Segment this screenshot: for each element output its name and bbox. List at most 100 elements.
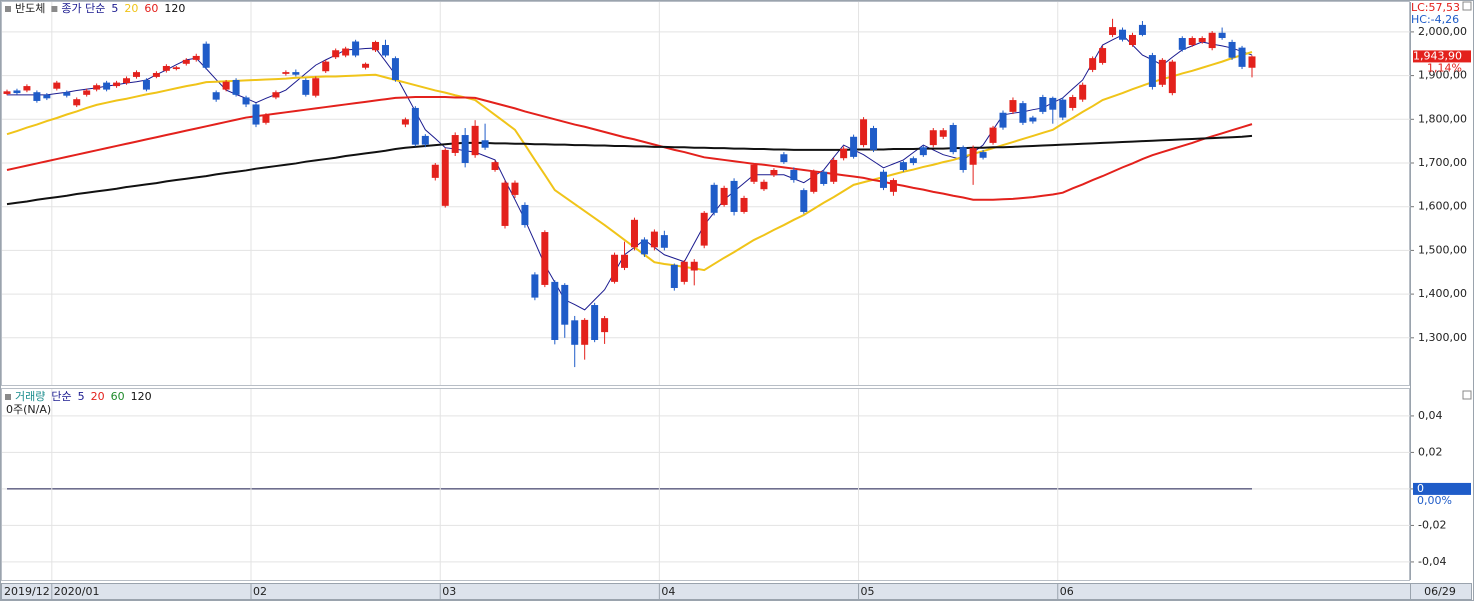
candle-body: [1069, 97, 1077, 108]
ma-label: 종가 단순: [61, 2, 105, 15]
y-tick-label: 1,700,00: [1418, 156, 1467, 169]
volume-note: 0주(N/A): [6, 403, 51, 416]
candle-body: [1079, 84, 1087, 100]
candle-body: [312, 78, 320, 96]
y-tick-label: 0,04: [1418, 409, 1443, 422]
candle-body: [690, 261, 698, 271]
legend-entry: 20: [91, 390, 105, 403]
last-date: 06/29: [1424, 585, 1456, 598]
candle-body: [461, 135, 469, 164]
candle-body: [561, 284, 569, 325]
x-tick-label: 2019/12: [4, 585, 50, 598]
candle-body: [1049, 97, 1057, 110]
last-volume-pct: 0,00%: [1417, 494, 1452, 507]
candle-body: [332, 50, 340, 58]
candle-body: [879, 171, 887, 188]
candle-body: [3, 91, 11, 94]
candle-body: [481, 140, 489, 148]
candle-body: [43, 94, 51, 99]
candle-body: [730, 180, 738, 212]
candle-body: [362, 63, 370, 68]
candle-body: [431, 164, 439, 178]
candle-body: [949, 124, 957, 153]
candle-body: [83, 90, 91, 95]
pane-close-icon[interactable]: [1462, 390, 1472, 400]
candle-body: [1198, 38, 1206, 42]
candle-body: [372, 41, 380, 51]
candle-body: [670, 264, 678, 288]
candle-body: [630, 219, 638, 248]
candle-body: [262, 114, 270, 123]
candle-body: [1009, 100, 1017, 112]
candle-body: [1109, 27, 1117, 35]
candle-body: [780, 154, 788, 163]
candle-body: [1039, 97, 1047, 112]
volume-pane: [1, 388, 1410, 581]
hc-label: HC:-4,26: [1411, 13, 1459, 26]
candle-body: [63, 92, 71, 96]
candle-body: [700, 212, 708, 246]
candle-body: [1128, 34, 1136, 46]
ma-line: [6, 51, 1253, 272]
candle-body: [252, 104, 260, 125]
y-tick-label: 2,000,00: [1418, 25, 1467, 38]
chart-title: 반도체: [15, 2, 45, 15]
candle-body: [182, 59, 190, 64]
candle-body: [720, 187, 728, 205]
x-tick-label: 03: [442, 585, 456, 598]
lc-label: LC:57,53: [1411, 1, 1460, 14]
x-tick-label: 2020/01: [54, 585, 100, 598]
candle-body: [123, 78, 131, 84]
candle-body: [132, 72, 140, 77]
candle-body: [650, 231, 658, 248]
pane-close-icon[interactable]: [1462, 1, 1472, 11]
y-tick-label: 0,02: [1418, 445, 1443, 458]
candle-body: [242, 97, 250, 105]
legend-entry: 120: [131, 390, 152, 403]
candle-body: [152, 72, 160, 77]
legend-entry: 5: [78, 390, 85, 403]
legend-entry: 5: [111, 2, 118, 15]
candle-body: [820, 171, 828, 184]
candle-body: [760, 181, 768, 190]
y-tick-label: 1,500,00: [1418, 243, 1467, 256]
candle-body: [521, 204, 529, 226]
candle-body: [581, 319, 589, 345]
candle-body: [511, 182, 519, 195]
y-tick-label: 1,600,00: [1418, 200, 1467, 213]
candle-body: [1168, 61, 1176, 94]
candle-body: [909, 158, 917, 164]
candle-body: [13, 90, 21, 94]
candle-body: [222, 81, 230, 90]
candle-body: [1148, 55, 1156, 87]
candle-body: [142, 79, 150, 90]
candle-body: [33, 92, 41, 101]
candle-body: [959, 147, 967, 170]
candle-body: [352, 41, 360, 56]
candle-body: [919, 147, 927, 156]
candle-body: [113, 82, 121, 87]
candle-body: [800, 190, 808, 212]
change-pct: 1,14%: [1427, 61, 1462, 74]
candle-body: [501, 182, 509, 226]
candle-body: [1138, 24, 1146, 35]
candle-body: [1248, 56, 1256, 68]
candle-body: [860, 119, 868, 146]
candle-body: [1119, 29, 1127, 40]
ma-line: [6, 134, 1253, 206]
candle-body: [710, 184, 718, 213]
legend-entry: 20: [124, 2, 138, 15]
legend-entry: 120: [164, 2, 185, 15]
last-price-box: [1413, 50, 1471, 63]
candle-body: [830, 159, 838, 182]
candle-body: [1228, 41, 1236, 58]
candle-body: [810, 171, 818, 192]
candle-body: [899, 162, 907, 170]
candle-body: [1029, 117, 1037, 122]
last-volume: 0: [1417, 482, 1424, 495]
candle-body: [1208, 32, 1216, 49]
candle-body: [1178, 38, 1186, 50]
x-tick-label: 04: [661, 585, 675, 598]
candle-body: [103, 82, 111, 90]
